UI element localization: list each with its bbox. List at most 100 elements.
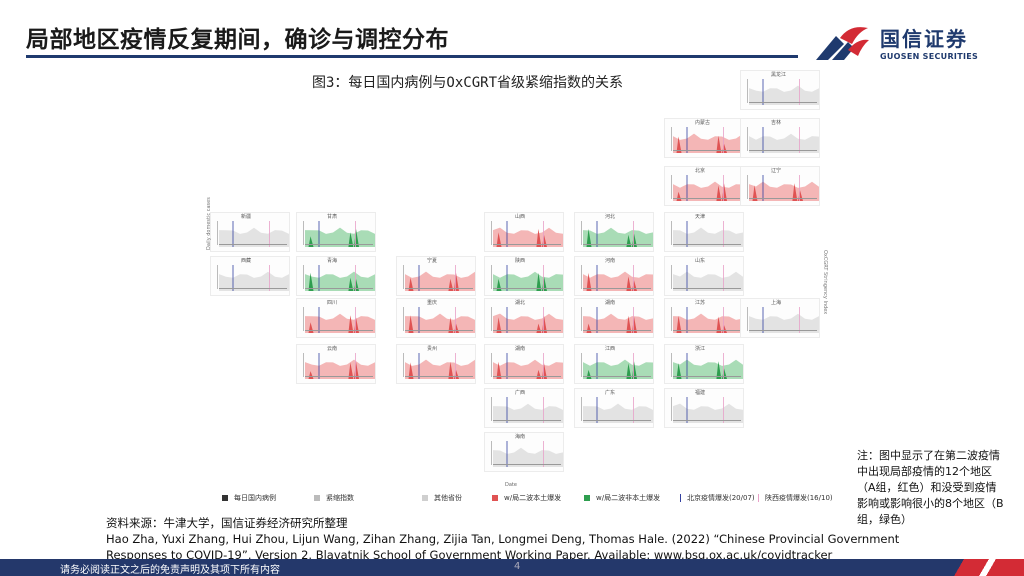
province-panel: 河南: [574, 256, 654, 296]
panel-x-axis: [493, 330, 561, 331]
panel-x-axis: [405, 376, 473, 377]
case-spike: [716, 316, 722, 333]
case-spike: [408, 315, 414, 333]
case-spike: [348, 315, 354, 333]
figure-legend: 每日国内病例 紧缩指数 其他省份 w/局二波本土爆发 w/局二波非本土爆发 北京疫情爆发(…: [222, 493, 842, 505]
page-number: 4: [514, 561, 521, 572]
province-label: 北京: [695, 168, 706, 174]
province-mini-chart: [493, 397, 563, 423]
panel-y-axis: [741, 175, 748, 199]
province-label: 甘肃: [327, 214, 338, 220]
legend-label: 其他省份: [434, 494, 462, 502]
province-mini-chart: [583, 397, 653, 423]
stringency-area: [673, 133, 743, 153]
stringency-area: [583, 403, 653, 423]
panel-y-axis: [485, 441, 492, 465]
logo-text-en: GUOSEN SECURITIES: [880, 52, 979, 61]
case-spike: [448, 317, 454, 333]
province-label: 广西: [515, 390, 526, 396]
province-label: 福建: [695, 390, 706, 396]
province-mini-chart: [305, 221, 375, 247]
panel-x-axis: [673, 288, 741, 289]
stringency-area: [673, 313, 743, 333]
panel-x-axis: [405, 330, 473, 331]
province-panel: 甘肃: [296, 212, 376, 252]
panel-y-axis: [297, 353, 304, 377]
case-spike: [448, 278, 454, 291]
stringency-area: [673, 227, 743, 247]
case-spike: [792, 183, 798, 201]
province-mini-chart: [493, 307, 563, 333]
province-panel: 浙江: [664, 344, 744, 384]
province-panel: 江苏: [664, 298, 744, 338]
panel-x-axis: [749, 150, 817, 151]
panel-x-axis: [673, 198, 741, 199]
case-spike: [536, 272, 542, 291]
panel-y-axis: [297, 265, 304, 289]
case-spike: [496, 317, 502, 333]
legend-swatch: [584, 495, 590, 501]
province-panel: 海南: [484, 432, 564, 472]
panel-x-axis: [673, 420, 741, 421]
panel-x-axis: [583, 420, 651, 421]
panel-y-axis: [575, 265, 582, 289]
source-line-1: 资料来源：牛津大学，国信证券经济研究所整理: [106, 516, 348, 530]
province-label: 广东: [605, 390, 616, 396]
province-panel: 上海: [740, 298, 820, 338]
province-label: 海南: [515, 434, 526, 440]
legend-item: 北京疫情爆发(20/07): [680, 493, 755, 503]
province-grid-figure: 黑龙江 内蒙古 吉林 北京 辽宁 新疆 甘肃 山西 河北 天津 西藏 青海 宁夏 陕西 河南 山东 四川 重庆 湖北…: [200, 70, 840, 510]
province-mini-chart: [749, 127, 819, 153]
panel-x-axis: [493, 244, 561, 245]
province-label: 辽宁: [771, 168, 782, 174]
panel-x-axis: [305, 376, 373, 377]
case-spike: [716, 361, 722, 379]
case-spike: [626, 363, 632, 379]
province-panel: 山西: [484, 212, 564, 252]
panel-x-axis: [749, 330, 817, 331]
guosen-logo: 国信证券 GUOSEN SECURITIES: [814, 22, 1014, 64]
province-panel: 内蒙古: [664, 118, 744, 158]
province-label: 河南: [605, 258, 616, 264]
province-label: 湖北: [515, 300, 526, 306]
legend-item: 紧缩指数: [314, 493, 354, 503]
case-spike: [496, 361, 502, 379]
panel-x-axis: [493, 288, 561, 289]
figure-note: 注：图中显示了在第二波疫情中出现局部疫情的12个地区（A组，红色）和没受到疫情影…: [857, 449, 1004, 526]
source-line-2: Hao Zha, Yuxi Zhang, Hui Zhou, Lijun Wan…: [106, 532, 900, 546]
panel-x-axis: [673, 150, 741, 151]
legend-swatch: [680, 494, 681, 502]
province-label: 河北: [605, 214, 616, 220]
legend-swatch: [314, 495, 320, 501]
case-spike: [626, 315, 632, 333]
legend-swatch: [222, 495, 228, 501]
case-spike: [626, 234, 632, 247]
panel-x-axis: [493, 376, 561, 377]
province-label: 贵州: [427, 346, 438, 352]
panel-x-axis: [673, 376, 741, 377]
panel-x-axis: [405, 288, 473, 289]
province-mini-chart: [749, 175, 819, 201]
legend-swatch: [492, 495, 498, 501]
province-mini-chart: [219, 265, 289, 291]
stringency-area: [219, 271, 289, 291]
province-label: 青海: [327, 258, 338, 264]
panel-y-axis: [297, 221, 304, 245]
province-label: 重庆: [427, 300, 438, 306]
legend-label: w/局二波非本土爆发: [596, 494, 661, 502]
case-spike: [716, 185, 722, 201]
legend-item: 其他省份: [422, 493, 462, 503]
legend-label: 陕西疫情爆发(16/10): [765, 494, 833, 502]
province-panel: 广东: [574, 388, 654, 428]
province-mini-chart: [493, 221, 563, 247]
province-mini-chart: [305, 265, 375, 291]
legend-swatch: [422, 495, 428, 501]
province-label: 江苏: [695, 300, 706, 306]
case-spike: [408, 277, 414, 291]
province-panel: 广西: [484, 388, 564, 428]
logo-text-cn: 国信证券: [880, 27, 968, 51]
province-label: 湖南: [605, 300, 616, 306]
panel-y-axis: [575, 353, 582, 377]
province-panel: 宁夏: [396, 256, 476, 296]
legend-item: 陕西疫情爆发(16/10): [758, 493, 833, 503]
